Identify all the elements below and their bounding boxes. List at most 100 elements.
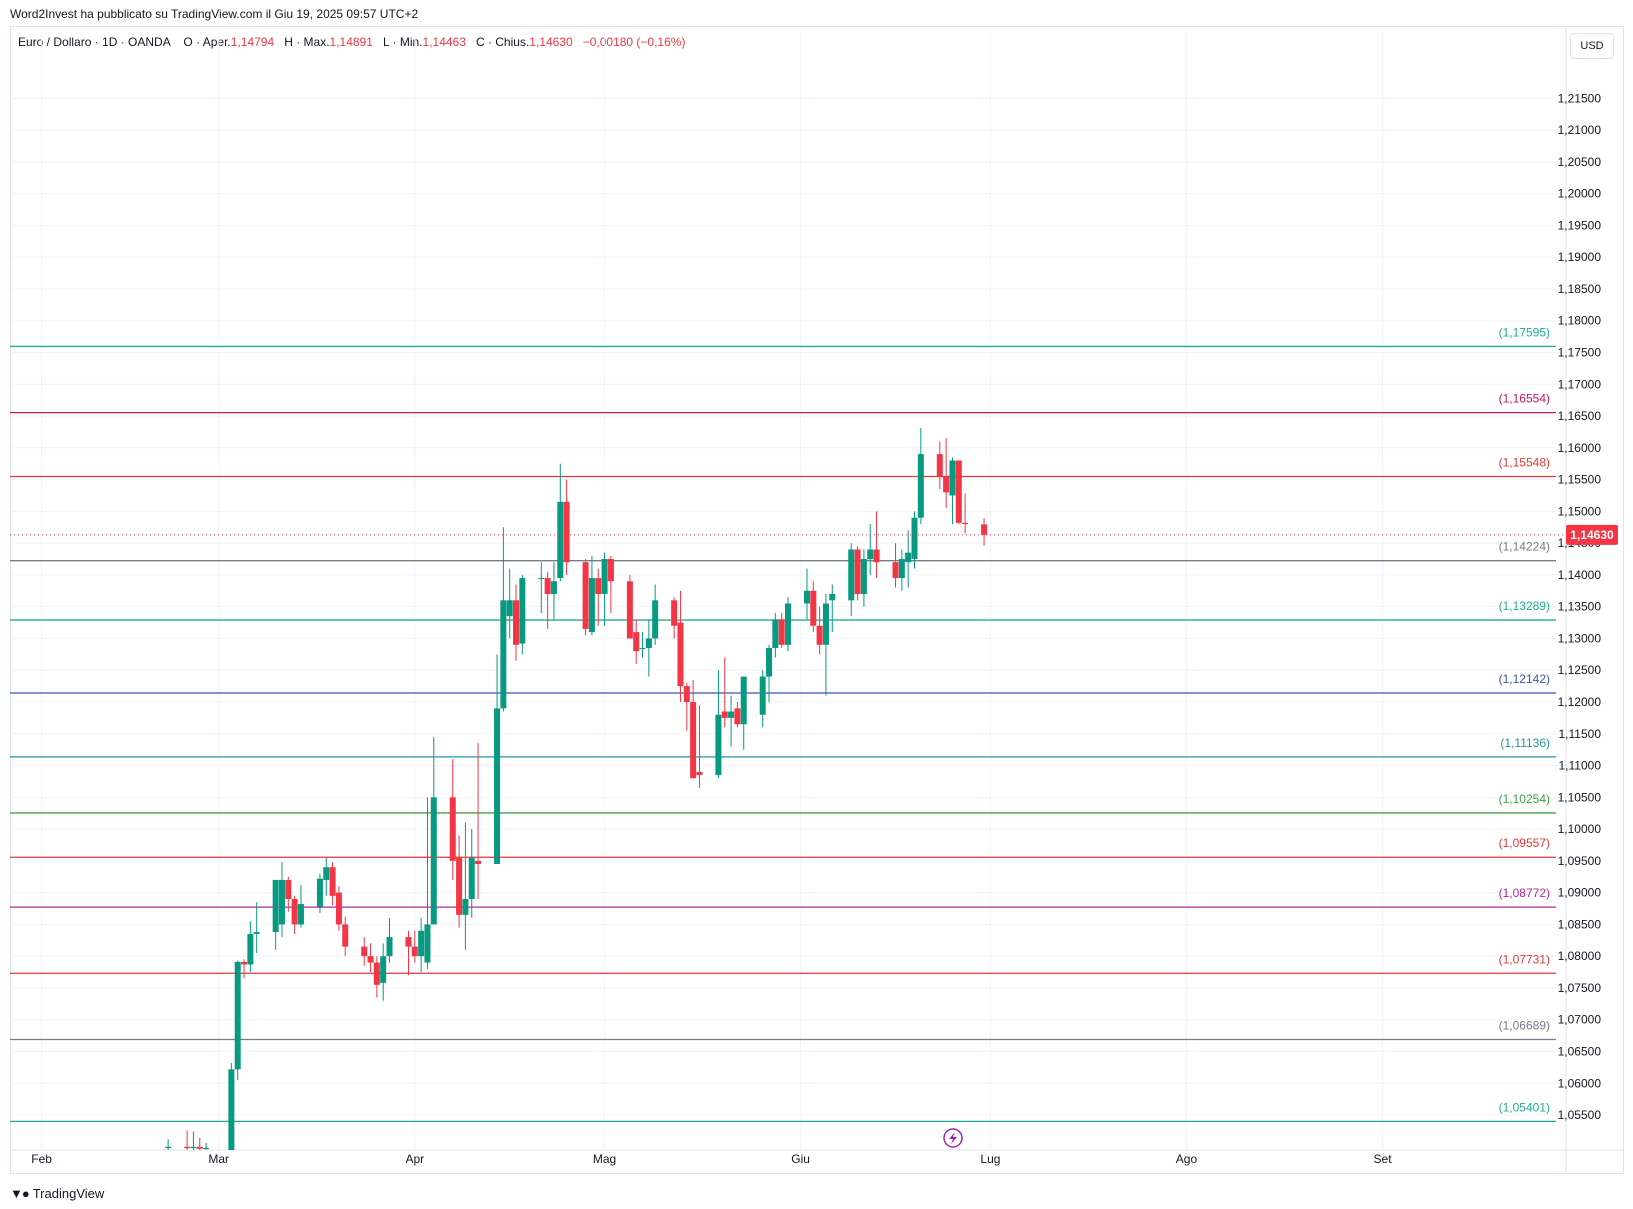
level-label: (1,05401): [1499, 1100, 1550, 1114]
candle: [335, 886, 342, 931]
price-tick-label: 1,14000: [1558, 568, 1602, 582]
candle-body: [203, 1148, 210, 1150]
price-tick-label: 1,06000: [1558, 1076, 1602, 1090]
candle-body: [278, 879, 285, 925]
candle-body: [285, 879, 292, 899]
candle-body: [645, 638, 652, 648]
candle: [696, 705, 703, 788]
candle: [867, 524, 874, 575]
candle-body: [247, 933, 254, 965]
price-tick-label: 1,11500: [1559, 727, 1602, 741]
change-value: −0,00180 (−0,16%): [582, 35, 686, 49]
candle: [329, 862, 336, 906]
candle: [936, 441, 943, 490]
brand[interactable]: ▼● TradingView: [10, 1186, 104, 1201]
symbol-legend: Euro / Dollaro · 1D · OANDA O · Aper.1,1…: [18, 35, 685, 49]
candle: [740, 676, 747, 750]
candle: [873, 511, 880, 579]
price-tick-label: 1,11000: [1559, 759, 1602, 773]
candle-body: [898, 559, 905, 579]
candle-body: [297, 904, 304, 925]
candle: [462, 822, 469, 950]
candle-body: [595, 578, 602, 594]
candle: [424, 797, 431, 969]
candle: [449, 759, 456, 880]
brand-name: TradingView: [32, 1186, 105, 1201]
level-label: (1,15548): [1499, 456, 1550, 470]
candle-body: [253, 932, 260, 934]
time-axis[interactable]: Feb Mar Apr Mag Giu Lug Ago Set: [31, 1152, 1392, 1166]
candle: [361, 937, 368, 966]
candle-body: [234, 961, 241, 1070]
price-tick-label: 1,05500: [1558, 1108, 1602, 1122]
candle: [607, 555, 614, 614]
price-tick-label: 1,18000: [1558, 314, 1602, 328]
price-tick-label: 1,13000: [1558, 631, 1602, 645]
candle-body: [430, 797, 437, 925]
time-tick-label: Mag: [593, 1152, 616, 1166]
price-tick-label: 1,15500: [1558, 473, 1602, 487]
candle-body: [196, 1146, 203, 1149]
price-tick-label: 1,19500: [1558, 218, 1602, 232]
candle-body: [981, 524, 988, 535]
candle-body: [386, 937, 393, 957]
candle: [778, 613, 785, 648]
candle: [949, 457, 956, 525]
candle-body: [677, 622, 684, 687]
last-price: 1,14630: [10, 524, 1618, 545]
price-tick-label: 1,15000: [1558, 504, 1602, 518]
level-label: (1,14224): [1499, 540, 1550, 554]
candle: [544, 571, 551, 629]
candle-body: [652, 600, 659, 639]
candle-body: [272, 879, 279, 933]
level-label: (1,12142): [1499, 672, 1550, 686]
candle: [500, 527, 507, 712]
price-tick-label: 1,17500: [1558, 345, 1602, 359]
candle-body: [917, 454, 924, 518]
price-tick-label: 1,16000: [1558, 441, 1602, 455]
candle: [943, 438, 950, 509]
candle-body: [892, 562, 899, 579]
time-tick-label: Set: [1374, 1152, 1393, 1166]
candle-body: [418, 930, 425, 957]
candle: [285, 876, 292, 912]
candle: [373, 956, 380, 998]
candle-body: [955, 460, 962, 523]
candle: [683, 682, 690, 731]
candle: [721, 657, 728, 728]
candle-body: [740, 676, 747, 725]
candle: [247, 921, 254, 973]
candle: [550, 562, 557, 620]
price-axis[interactable]: 1,05500 1,06000 1,06500 1,07000 1,07500 1,080…: [1558, 91, 1602, 1122]
currency-button[interactable]: USD: [1570, 33, 1614, 59]
level-label: (1,11136): [1500, 736, 1550, 750]
candle: [494, 654, 501, 865]
symbol-name[interactable]: Euro / Dollaro · 1D · OANDA: [18, 35, 171, 49]
low-label: L · Min.: [382, 35, 423, 49]
candle-body: [949, 460, 956, 496]
candle-body: [772, 619, 779, 648]
price-tick-label: 1,20500: [1558, 155, 1602, 169]
candle-body: [690, 701, 697, 779]
candle-body: [854, 549, 861, 594]
candle: [411, 930, 418, 963]
candle: [184, 1130, 191, 1150]
flash-icon[interactable]: [943, 1128, 963, 1148]
price-tick-label: 1,21500: [1558, 91, 1602, 105]
price-tick-label: 1,16500: [1558, 409, 1602, 423]
candle-body: [683, 686, 690, 702]
candle: [981, 518, 988, 546]
candle: [690, 679, 697, 779]
candle-body: [550, 581, 557, 594]
candle: [228, 1062, 235, 1150]
candle-body: [601, 559, 608, 594]
candle: [645, 619, 652, 677]
candle: [386, 918, 393, 963]
candle: [253, 902, 260, 954]
price-tick-label: 1,09500: [1558, 854, 1602, 868]
candle: [241, 959, 248, 979]
candle: [860, 549, 867, 607]
candle-body: [867, 549, 874, 560]
candle-body: [734, 708, 741, 725]
